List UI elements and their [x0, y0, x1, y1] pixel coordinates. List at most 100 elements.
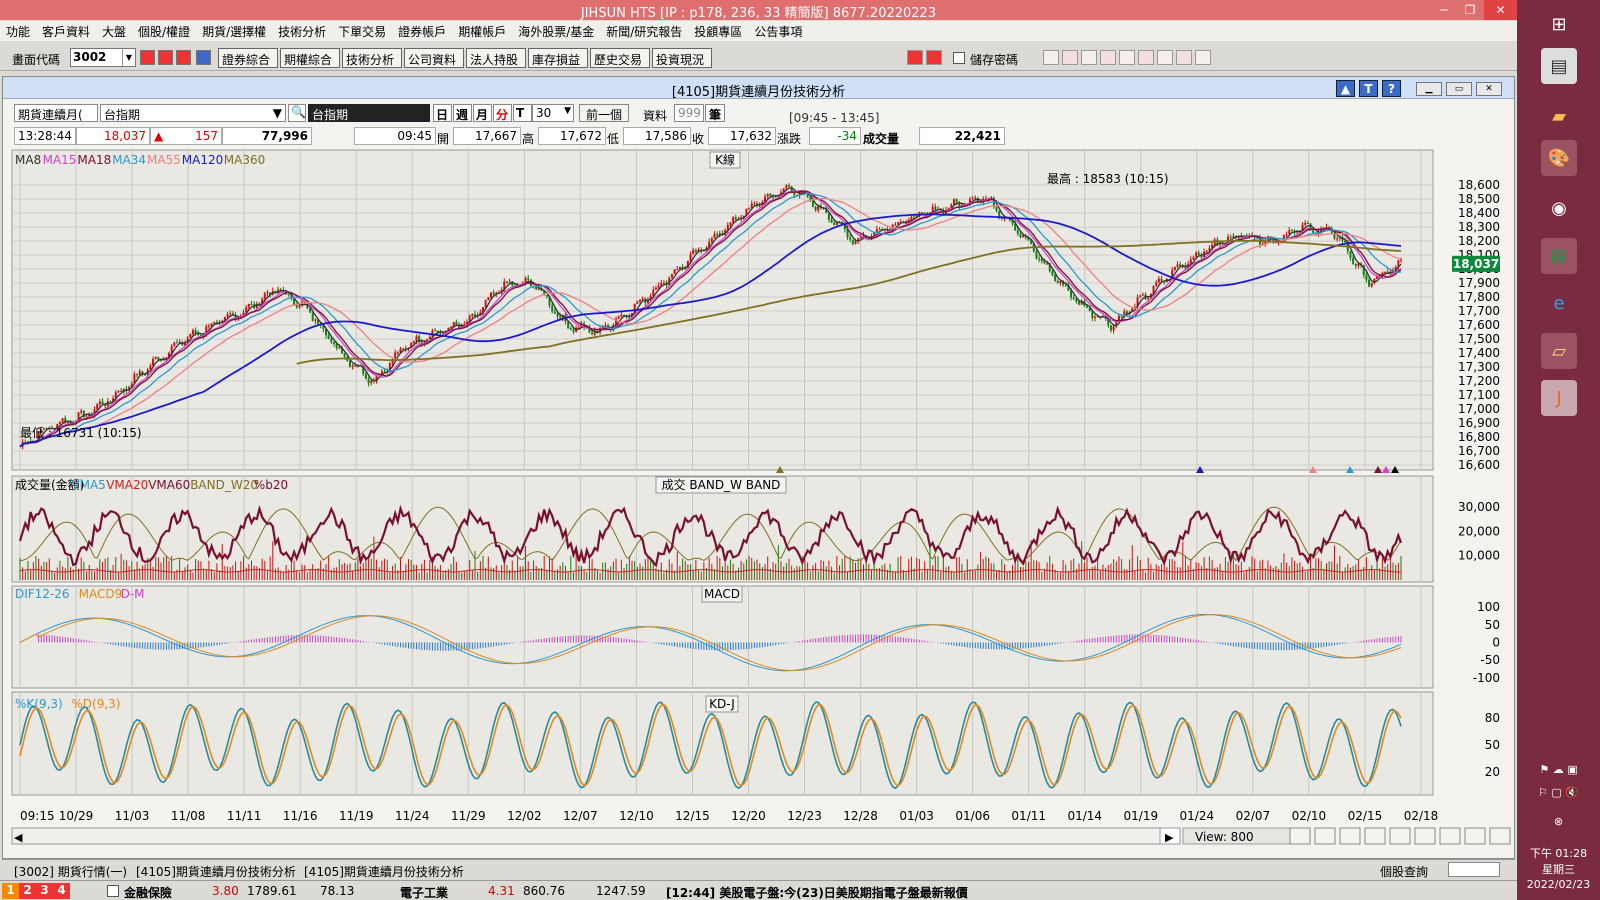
kd-tick-label: 50 — [1485, 738, 1500, 752]
candle-body — [45, 428, 48, 430]
scroll-right-icon[interactable]: ▶ — [1165, 831, 1174, 844]
mode-select[interactable]: 期貨連續月( — [14, 104, 98, 122]
toolbar-tool-icon[interactable] — [1081, 50, 1097, 65]
toolbar-button[interactable]: 投資現況 — [652, 48, 712, 68]
period-button[interactable]: T — [513, 104, 532, 122]
interval-value: 30 — [536, 106, 552, 120]
sub-minimize-button[interactable]: ▁ — [1416, 82, 1442, 96]
chart-tool-button[interactable] — [1489, 827, 1511, 845]
sub-restore-button[interactable]: ▭ — [1446, 82, 1472, 96]
toolbar-tool-icon[interactable] — [1100, 50, 1116, 65]
candle-body — [1322, 227, 1325, 229]
menu-item[interactable]: 證券帳戶 — [398, 25, 447, 39]
menu-item[interactable]: 下單交易 — [338, 25, 387, 39]
price-tick-label: 17,500 — [1458, 332, 1500, 346]
save-password-checkbox[interactable] — [953, 52, 965, 64]
toolbar-button[interactable]: 法人持股 — [466, 48, 526, 68]
toolbar-tool-icon[interactable] — [1138, 50, 1154, 65]
prev-button[interactable]: 前一個 — [579, 104, 629, 122]
scroll-left-icon[interactable]: ◀ — [14, 831, 23, 844]
interval-select[interactable]: 30 ▼ — [532, 104, 574, 122]
menu-item[interactable]: 新聞/研究報告 — [606, 25, 683, 39]
toolbar-button[interactable]: 證券綜合 — [218, 48, 278, 68]
folder-icon[interactable]: ▰ — [1552, 105, 1566, 127]
menu-item[interactable]: 公告事項 — [754, 25, 803, 39]
chart-tool-button[interactable] — [1314, 827, 1336, 845]
toolbar-tool-icon[interactable] — [1176, 50, 1192, 65]
stock-query-input[interactable] — [1448, 862, 1500, 877]
flag-icon[interactable] — [907, 50, 923, 65]
candle-body — [309, 308, 312, 313]
minimize-button[interactable]: ─ — [1440, 3, 1448, 17]
window-app-icon[interactable]: ▤ — [1541, 48, 1577, 84]
menu-item[interactable]: 客戶資料 — [42, 25, 91, 39]
chrome-icon[interactable]: ◉ — [1551, 197, 1567, 219]
folder-icon[interactable] — [176, 50, 191, 65]
period-button[interactable]: 分 — [493, 104, 512, 122]
sub-close-button[interactable]: ✕ — [1476, 82, 1502, 96]
menu-item[interactable]: 海外股票/基金 — [518, 25, 595, 39]
menu-item[interactable]: 投顧專區 — [694, 25, 743, 39]
maximize-button[interactable]: ❐ — [1464, 3, 1476, 17]
chart-tool-button[interactable] — [1289, 827, 1311, 845]
chart-tool-button[interactable] — [1439, 827, 1461, 845]
price-tick-label: 17,600 — [1458, 318, 1500, 332]
tray-icons[interactable]: ⚑ ☁ ▣ — [1539, 763, 1578, 776]
ie-icon[interactable]: e — [1553, 292, 1565, 314]
menu-item[interactable]: 技術分析 — [278, 25, 327, 39]
windows-start-icon[interactable]: ⊞ — [1551, 13, 1567, 35]
symbol-input[interactable]: 台指期 ▼ — [100, 104, 286, 122]
chart-tool-button[interactable] — [1464, 827, 1486, 845]
toolbar-tool-icon[interactable] — [1119, 50, 1135, 65]
chart-tool-button[interactable] — [1364, 827, 1386, 845]
window-tab[interactable]: [4105]期貨連續月份技術分析 — [136, 865, 296, 879]
toolbar-tool-icon[interactable] — [1195, 50, 1211, 65]
menu-item[interactable]: 期貨/選擇權 — [202, 25, 267, 39]
print-icon[interactable] — [158, 50, 173, 65]
toolbar-tool-icon[interactable] — [1062, 50, 1078, 65]
menu-item[interactable]: 期權帳戶 — [458, 25, 507, 39]
toolbar-button[interactable]: 公司資料 — [404, 48, 464, 68]
plus-icon[interactable] — [926, 50, 942, 65]
help-icon[interactable]: ? — [1382, 80, 1401, 97]
menu-item[interactable]: 功能 — [6, 25, 31, 39]
menu-item[interactable]: 個股/權證 — [138, 25, 191, 39]
scroll-right-button[interactable] — [1159, 827, 1181, 845]
tray-icons-2[interactable]: ⚐ ▢ 🔇 — [1538, 786, 1579, 799]
notes-icon[interactable]: ▱ — [1541, 333, 1577, 369]
chevron-down-icon[interactable]: ▼ — [272, 106, 282, 120]
toolbar-tool-icon[interactable] — [1157, 50, 1173, 65]
jihsun-app-icon[interactable]: J — [1541, 380, 1577, 416]
menu-item[interactable]: 大盤 — [102, 25, 127, 39]
period-button[interactable]: 週 — [453, 104, 472, 122]
notification-icon[interactable]: ⊗ — [1553, 815, 1564, 828]
data-count-input[interactable]: 999 — [674, 104, 704, 122]
chart-tool-button[interactable] — [1389, 827, 1411, 845]
toolbar-tool-icon[interactable] — [1043, 50, 1059, 65]
chart-tool-button[interactable] — [1339, 827, 1361, 845]
chevron-down-icon[interactable]: ▼ — [122, 49, 135, 66]
toolbar-button[interactable]: 歷史交易 — [590, 48, 650, 68]
candle-body — [790, 186, 793, 192]
excel-icon[interactable]: ▦ — [1541, 238, 1577, 274]
horizontal-scrollbar[interactable] — [11, 827, 1163, 845]
search-icon[interactable]: 🔍 — [288, 104, 306, 122]
toolbar-button[interactable]: 期權綜合 — [280, 48, 340, 68]
triangle-up-icon[interactable]: ▲ — [1336, 80, 1355, 97]
period-button[interactable]: 月 — [473, 104, 492, 122]
chart-tool-button[interactable] — [1414, 827, 1436, 845]
toolbar-button[interactable]: 技術分析 — [342, 48, 402, 68]
ticker-checkbox[interactable] — [107, 885, 119, 897]
period-button[interactable]: 日 — [433, 104, 452, 122]
toolbar-button[interactable]: 庫存損益 — [528, 48, 588, 68]
window-tab[interactable]: [4105]期貨連續月份技術分析 — [304, 865, 464, 879]
text-icon[interactable]: T — [1359, 80, 1378, 97]
search-icon[interactable] — [140, 50, 155, 65]
window-tab[interactable]: [3002] 期貨行情(一) — [14, 865, 128, 879]
paint-icon[interactable]: 🎨 — [1541, 140, 1577, 176]
technical-chart[interactable]: 09:15 10/29 11/03 11/08 11/11 11/16 11/19 11/24… — [0, 0, 1517, 860]
close-button[interactable]: ✕ — [1484, 0, 1517, 20]
code-input[interactable]: 3002 ▼ — [70, 48, 136, 67]
dropdown-icon[interactable] — [196, 50, 211, 65]
